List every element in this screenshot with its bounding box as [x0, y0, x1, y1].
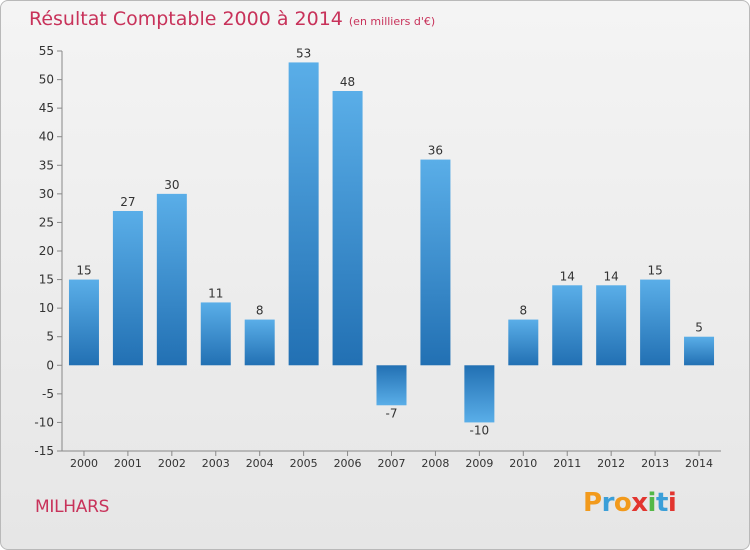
y-tick-label: 30: [39, 187, 54, 201]
x-tick-label: 2000: [70, 457, 98, 470]
data-label-2007: -7: [386, 406, 398, 420]
x-tick-label: 2014: [685, 457, 713, 470]
commune-name: MILHARS: [35, 497, 110, 517]
bar-2003: [200, 302, 231, 366]
bar-2008: [420, 159, 451, 366]
x-tick-label: 2013: [641, 457, 669, 470]
logo-letter: i: [647, 488, 657, 518]
y-tick-label: 40: [39, 130, 54, 144]
x-tick-label: 2003: [202, 457, 230, 470]
bar-2005: [288, 62, 319, 366]
data-label-2008: 36: [428, 144, 443, 158]
y-tick-label: -15: [34, 444, 54, 458]
bar-2012: [596, 285, 627, 366]
data-label-2006: 48: [340, 75, 355, 89]
chart-unit: (en milliers d'€): [348, 15, 436, 28]
x-tick-label: 2009: [465, 457, 493, 470]
y-tick-label: 10: [39, 301, 54, 315]
bar-2000: [68, 279, 99, 366]
x-tick-label: 2010: [509, 457, 537, 470]
chart-title: Résultat Comptable 2000 à 2014 (en millie…: [29, 8, 435, 30]
chart-axes: -15 -10 -5 0 5 10 15 20 25 30 35 40 45 50 55 2000 2001 20…: [34, 44, 721, 470]
bar-2011: [552, 285, 583, 366]
data-label-2002: 30: [164, 178, 179, 192]
y-tick-label: 50: [39, 73, 54, 87]
bar-2013: [640, 279, 671, 366]
x-tick-label: 2007: [378, 457, 406, 470]
bar-2009: [464, 365, 495, 423]
y-tick-label: 35: [39, 158, 54, 172]
y-tick-label: 5: [46, 330, 54, 344]
data-label-2003: 11: [208, 286, 223, 300]
data-label-2012: 14: [604, 269, 619, 283]
y-tick-label: 0: [46, 358, 54, 372]
y-tick-label: 15: [39, 273, 54, 287]
y-tick-label: 25: [39, 215, 54, 229]
y-tick-label: 45: [39, 101, 54, 115]
logo-letter: P: [583, 488, 602, 518]
data-label-2010: 8: [519, 304, 527, 318]
bar-2006: [332, 91, 363, 366]
data-label-2009: -10: [470, 423, 490, 437]
bar-2007: [376, 365, 407, 406]
bar-2002: [156, 193, 187, 366]
bar-2001: [112, 211, 143, 366]
data-label-2013: 15: [647, 264, 662, 278]
data-label-2014: 5: [695, 321, 703, 335]
x-tick-label: 2006: [334, 457, 362, 470]
chart-title-text: Résultat Comptable 2000 à 2014: [29, 8, 343, 30]
bar-2004: [244, 319, 275, 366]
y-tick-label: 55: [39, 44, 54, 58]
logo-letter: x: [631, 488, 648, 518]
x-tick-label: 2005: [290, 457, 318, 470]
data-label-2000: 15: [76, 264, 91, 278]
logo-letter: t: [655, 488, 668, 518]
x-tick-label: 2012: [597, 457, 625, 470]
data-label-2011: 14: [560, 269, 575, 283]
logo-letter: r: [601, 488, 615, 518]
logo-letter: o: [613, 488, 632, 518]
y-tick-label: -10: [34, 415, 54, 429]
x-tick-label: 2008: [421, 457, 449, 470]
y-tick-label: 20: [39, 244, 54, 258]
y-tick-label: -5: [42, 387, 54, 401]
bar-2014: [684, 336, 715, 366]
data-label-2005: 53: [296, 46, 311, 60]
x-tick-label: 2004: [246, 457, 274, 470]
proxiti-logo: Proxiti: [583, 488, 677, 518]
x-tick-label: 2002: [158, 457, 186, 470]
chart-data-labels: 15 27 30 11 8 53 48 -7 36 -10 8 14 14 15 5: [76, 46, 703, 437]
data-label-2001: 27: [120, 195, 135, 209]
chart-bars: [68, 62, 715, 423]
data-label-2004: 8: [256, 304, 264, 318]
x-tick-label: 2001: [114, 457, 142, 470]
bar-2010: [508, 319, 539, 366]
x-tick-label: 2011: [553, 457, 581, 470]
logo-letter: i: [667, 488, 677, 518]
